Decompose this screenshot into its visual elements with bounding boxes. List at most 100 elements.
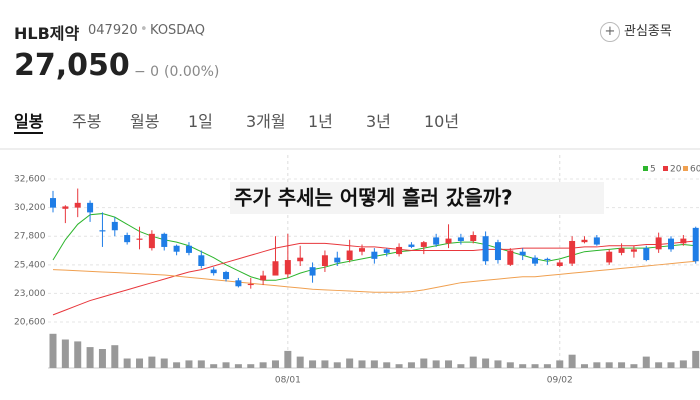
candle-body — [655, 237, 662, 250]
volume-bar — [222, 362, 230, 368]
volume-bar — [111, 345, 119, 368]
candle-body — [433, 237, 440, 245]
candle-body — [124, 235, 131, 243]
watch-button[interactable]: + 관심종목 — [600, 20, 672, 42]
volume-bar — [407, 362, 415, 368]
tab[interactable]: 주봉 — [72, 112, 102, 131]
legend-label: 5 — [650, 165, 656, 175]
candle-body — [606, 251, 613, 263]
y-tick-label: 32,600 — [14, 175, 46, 185]
annotation-bg — [230, 182, 604, 214]
candle-body — [173, 245, 180, 252]
candle-body — [284, 260, 291, 275]
x-tick-label: 09/02 — [547, 376, 573, 386]
legend-label: 60 — [690, 165, 700, 175]
volume-bar — [321, 360, 329, 368]
tab[interactable]: 1일 — [188, 112, 213, 131]
volume-bar — [61, 339, 69, 368]
volume-bar — [506, 362, 514, 368]
volume-bar — [309, 360, 317, 368]
candle-body — [668, 238, 674, 250]
candle-body — [247, 283, 254, 286]
separator: • — [140, 22, 148, 37]
volume-bar — [395, 364, 403, 368]
candle-body — [99, 230, 106, 232]
candle-body — [297, 257, 304, 262]
volume-bar — [445, 360, 453, 368]
volume-bar — [568, 354, 576, 368]
volume-bar — [519, 364, 527, 368]
volume-bar — [234, 364, 242, 368]
volume-bar — [556, 360, 564, 368]
candle-body — [396, 246, 403, 255]
candle-body — [445, 238, 452, 244]
market: KOSDAQ — [150, 23, 205, 38]
x-tick-label: 08/01 — [275, 376, 301, 386]
volume-bar — [247, 364, 255, 368]
candle-body — [62, 206, 69, 209]
tab[interactable]: 일봉 — [14, 108, 44, 134]
candle-body — [470, 235, 477, 241]
candle-body — [74, 202, 81, 208]
volume-bar — [197, 360, 205, 368]
tab[interactable]: 3년 — [366, 112, 391, 131]
y-tick-label: 25,400 — [14, 260, 46, 270]
price: 27,050 — [14, 48, 130, 83]
candle-body — [457, 237, 464, 241]
candle-body — [618, 248, 625, 253]
candle-body — [593, 237, 600, 245]
candle-body — [507, 250, 514, 265]
volume-bar — [284, 350, 292, 368]
candle-body — [111, 221, 118, 231]
candle-body — [630, 249, 637, 252]
volume-bar — [370, 360, 378, 368]
annotation: 주가 추세는 어떻게 흘러 갔을까? — [234, 186, 513, 210]
candle-body — [359, 248, 365, 252]
candle-body — [408, 244, 415, 247]
candle-body — [272, 261, 279, 276]
volume-bar — [420, 358, 428, 368]
volume-bar — [679, 360, 687, 368]
volume-bar — [49, 333, 57, 368]
candle-body — [198, 255, 205, 267]
candle-body — [223, 271, 230, 280]
candle-body — [569, 240, 576, 264]
candle-body — [494, 242, 501, 261]
volume-bar — [593, 362, 601, 368]
volume-bar — [692, 350, 700, 368]
volume-bar — [123, 358, 131, 368]
legend-swatch — [663, 166, 668, 171]
volume-bar — [655, 362, 663, 368]
volume-bar — [494, 360, 502, 368]
change-rate: (0.00%) — [164, 64, 220, 80]
tab[interactable]: 3개월 — [246, 112, 286, 131]
tab[interactable]: 월봉 — [130, 112, 160, 131]
candle-body — [581, 239, 588, 243]
candle-body — [383, 249, 390, 253]
volume-bar — [482, 358, 490, 368]
volume-bar — [469, 356, 477, 368]
stock-name: HLB제약 — [14, 24, 80, 43]
candle-body — [482, 236, 489, 262]
tab[interactable]: 10년 — [424, 112, 460, 131]
change: − 0 — [134, 64, 160, 80]
volume-bar — [618, 362, 626, 368]
volume-bar — [160, 358, 168, 368]
y-tick-label: 20,600 — [14, 318, 46, 328]
candle-body — [161, 233, 168, 247]
volume-bar — [271, 360, 279, 368]
candle-body — [260, 275, 267, 281]
plus-icon: + — [600, 22, 620, 42]
candle-body — [643, 248, 650, 261]
volume-bar — [531, 364, 539, 368]
volume-bar — [457, 364, 465, 368]
volume-bar — [642, 356, 650, 368]
volume-bar — [333, 362, 341, 368]
candle-body — [185, 245, 192, 253]
volume-bar — [605, 362, 613, 368]
volume-bar — [346, 358, 354, 368]
tab[interactable]: 1년 — [308, 112, 333, 131]
volume-bar — [86, 347, 94, 368]
legend-swatch — [643, 166, 648, 171]
